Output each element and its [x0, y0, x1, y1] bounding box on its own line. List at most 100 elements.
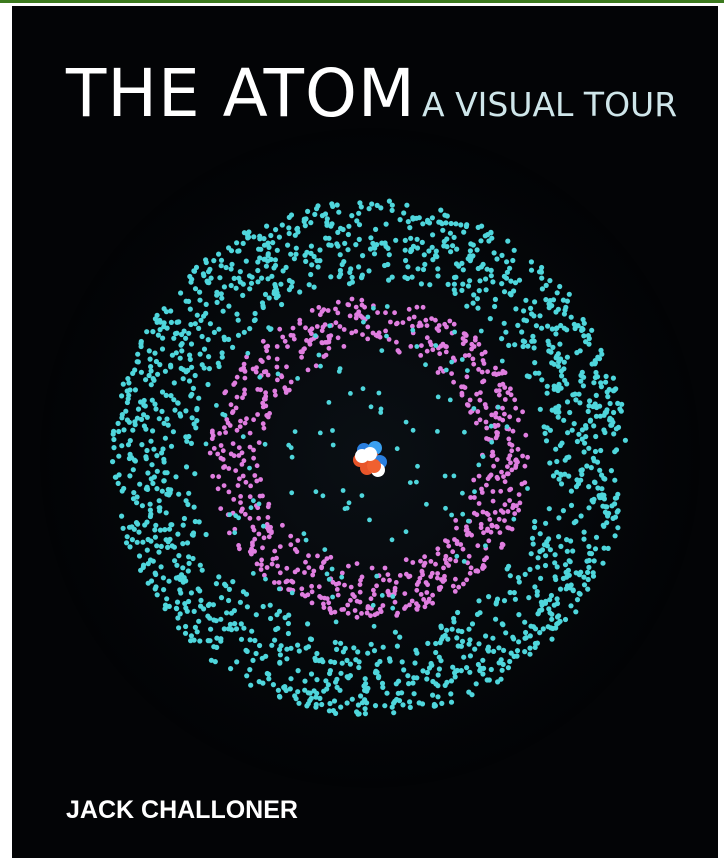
outer-electron	[553, 331, 558, 336]
outer-electron	[578, 373, 583, 378]
outer-electron	[288, 676, 293, 681]
inner-electron	[497, 393, 502, 398]
outer-electron	[216, 327, 221, 332]
inner-electron	[515, 460, 520, 465]
inner-electron	[430, 593, 435, 598]
outer-electron	[384, 222, 389, 227]
outer-electron	[592, 480, 597, 485]
scattered-electron	[339, 575, 344, 580]
inner-electron	[334, 320, 339, 325]
inner-electron	[451, 380, 456, 385]
inner-electron	[497, 383, 502, 388]
outer-electron	[523, 298, 528, 303]
outer-electron	[164, 416, 169, 421]
inner-electron	[500, 406, 505, 411]
outer-electron	[178, 356, 183, 361]
outer-electron	[214, 581, 219, 586]
inner-electron	[506, 509, 511, 514]
outer-electron	[294, 246, 299, 251]
scattered-electron	[304, 538, 309, 543]
outer-electron	[598, 348, 603, 353]
inner-electron	[257, 440, 262, 445]
outer-electron	[286, 631, 291, 636]
outer-electron	[470, 621, 475, 626]
top-edge	[0, 0, 724, 3]
outer-electron	[119, 514, 124, 519]
inner-electron	[445, 539, 450, 544]
inner-electron	[355, 561, 360, 566]
scattered-electron	[411, 428, 416, 433]
outer-electron	[375, 662, 380, 667]
outer-electron	[503, 330, 508, 335]
inner-electron	[293, 570, 298, 575]
inner-electron	[242, 458, 247, 463]
outer-electron	[309, 262, 314, 267]
inner-electron	[277, 580, 282, 585]
inner-electron	[299, 586, 304, 591]
inner-electron	[258, 387, 263, 392]
inner-electron	[210, 436, 215, 441]
outer-electron	[600, 561, 605, 566]
outer-electron	[110, 459, 115, 464]
outer-electron	[592, 558, 597, 563]
outer-electron	[214, 636, 219, 641]
scattered-electron	[436, 395, 441, 400]
outer-electron	[309, 244, 314, 249]
outer-electron	[126, 393, 131, 398]
inner-electron	[306, 553, 311, 558]
outer-electron	[530, 334, 535, 339]
outer-electron	[139, 442, 144, 447]
outer-electron	[240, 293, 245, 298]
outer-electron	[604, 374, 609, 379]
outer-electron	[247, 286, 252, 291]
outer-electron	[187, 378, 192, 383]
inner-electron	[453, 518, 458, 523]
outer-electron	[475, 247, 480, 252]
outer-electron	[190, 415, 195, 420]
inner-electron	[222, 391, 227, 396]
outer-electron	[407, 699, 412, 704]
outer-electron	[127, 544, 132, 549]
outer-electron	[111, 437, 116, 442]
outer-electron	[176, 553, 181, 558]
outer-electron	[385, 246, 390, 251]
outer-electron	[333, 640, 338, 645]
outer-electron	[576, 432, 581, 437]
outer-electron	[216, 574, 221, 579]
outer-electron	[584, 463, 589, 468]
inner-electron	[516, 508, 521, 513]
inner-electron	[259, 567, 264, 572]
outer-electron	[381, 645, 386, 650]
outer-electron	[272, 638, 277, 643]
outer-electron	[149, 462, 154, 467]
outer-electron	[338, 705, 343, 710]
outer-electron	[567, 558, 572, 563]
outer-electron	[222, 582, 227, 587]
outer-electron	[155, 469, 160, 474]
outer-electron	[511, 288, 516, 293]
outer-electron	[491, 649, 496, 654]
inner-electron	[388, 320, 393, 325]
scattered-electron	[390, 537, 395, 542]
outer-electron	[586, 484, 591, 489]
inner-electron	[283, 387, 288, 392]
outer-electron	[593, 546, 598, 551]
outer-electron	[187, 561, 192, 566]
outer-electron	[605, 394, 610, 399]
outer-electron	[588, 419, 593, 424]
inner-electron	[436, 370, 441, 375]
outer-electron	[346, 232, 351, 237]
outer-electron	[547, 460, 552, 465]
outer-electron	[208, 627, 213, 632]
outer-electron	[464, 304, 469, 309]
inner-electron	[340, 571, 345, 576]
outer-electron	[390, 208, 395, 213]
outer-electron	[453, 275, 458, 280]
outer-electron	[202, 347, 207, 352]
inner-electron	[244, 480, 249, 485]
outer-electron	[513, 280, 518, 285]
outer-electron	[273, 257, 278, 262]
inner-electron	[463, 339, 468, 344]
outer-electron	[247, 326, 252, 331]
inner-electron	[309, 584, 314, 589]
